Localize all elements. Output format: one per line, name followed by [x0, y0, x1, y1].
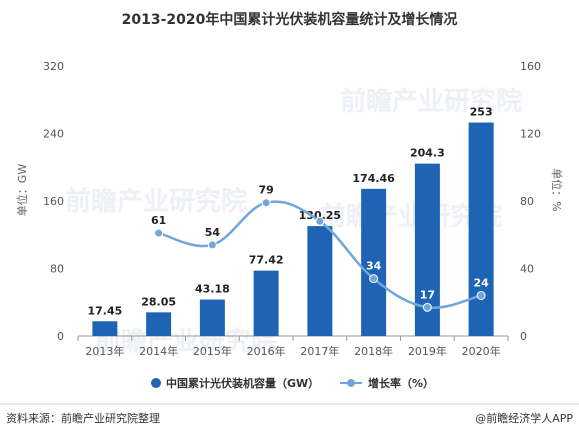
line-value-label: 61 [151, 214, 166, 227]
x-tick-label: 2016年 [247, 344, 286, 358]
bar-value-label: 43.18 [195, 283, 230, 296]
watermark-4: 前瞻产业研究院 [95, 326, 277, 357]
bar [468, 122, 494, 336]
bar-value-label: 253 [470, 106, 493, 119]
x-tick-label: 2017年 [300, 344, 339, 358]
bar-value-label: 28.05 [141, 295, 176, 308]
line-value-label: 17 [420, 288, 435, 301]
y-axis-left-ticks: 0 80 160 240 320 [43, 60, 64, 343]
y-axis-left-label: 单位：GW [15, 164, 29, 217]
line-point [315, 216, 325, 226]
line-point [476, 291, 486, 300]
legend: 中国累计光伏装机容量（GW） 增长率（%） [151, 376, 434, 390]
x-tick-label: 2020年 [462, 344, 501, 358]
line-point [154, 228, 164, 238]
y-right-tick-label: 40 [520, 263, 534, 276]
line-value-label: 34 [366, 260, 382, 273]
footer-source: 资料来源：前瞻产业研究院整理 [6, 411, 160, 425]
bar [199, 299, 225, 336]
bar-value-label: 17.45 [87, 304, 122, 317]
bar [92, 321, 118, 336]
bar-value-label: 77.42 [249, 254, 284, 267]
bar-labels: 17.45 28.05 43.18 77.42 130.25 174.46 204.3 253 [87, 106, 492, 318]
y-left-tick-label: 240 [43, 128, 64, 141]
line-point [207, 240, 217, 250]
y-right-tick-label: 80 [520, 195, 534, 208]
bar [146, 312, 172, 336]
legend-line-label: 增长率（%） [368, 376, 434, 390]
y-left-tick-label: 160 [43, 195, 64, 208]
watermark-2: 前瞻产业研究院 [340, 86, 522, 117]
footer-brand: @前瞻经济学人APP [475, 411, 573, 425]
bar-value-label: 204.3 [410, 147, 445, 160]
bar [253, 270, 279, 336]
y-right-tick-label: 0 [520, 330, 527, 343]
y-left-tick-label: 80 [50, 263, 64, 276]
line-point [422, 302, 432, 312]
legend-bar-label: 中国累计光伏装机容量（GW） [166, 376, 319, 390]
watermarks: 前瞻产业研究院 前瞻产业研究院 前瞻产业研究院 前瞻产业研究院 [65, 86, 522, 357]
legend-bar-swatch [151, 378, 161, 388]
x-tick-label: 2019年 [408, 344, 447, 358]
growth-rate-points [154, 198, 486, 312]
x-tick-label: 2015年 [193, 344, 232, 358]
line-point [369, 274, 379, 284]
y-right-tick-label: 120 [520, 128, 541, 141]
line-value-label: 24 [473, 277, 489, 290]
bar-value-label: 174.46 [352, 172, 395, 185]
y-right-tick-label: 160 [520, 60, 541, 73]
legend-line-dot [347, 379, 355, 387]
watermark-1: 前瞻产业研究院 [65, 186, 247, 217]
growth-rate-labels: 61 54 79 34 17 24 [151, 184, 489, 302]
bar-value-label: 130.25 [299, 209, 341, 222]
x-tick-label: 2013年 [85, 344, 124, 358]
bar [307, 226, 333, 336]
x-tick-label: 2014年 [139, 344, 178, 358]
x-axis-ticks: 2013年 2014年 2015年 2016年 2017年 2018年 2019年 2020年 [77, 336, 509, 358]
chart-title: 2013-2020年中国累计光伏装机容量统计及增长情况 [122, 11, 458, 28]
y-left-tick-label: 0 [57, 330, 64, 343]
y-left-tick-label: 320 [43, 60, 64, 73]
line-value-label: 79 [258, 184, 273, 197]
line-value-label: 54 [205, 226, 221, 239]
line-point [261, 198, 271, 208]
bar [361, 188, 387, 336]
y-axis-right-ticks: 0 40 80 120 160 [520, 60, 541, 343]
y-axis-right-label: 单位：% [550, 168, 564, 211]
x-tick-label: 2018年 [354, 344, 393, 358]
